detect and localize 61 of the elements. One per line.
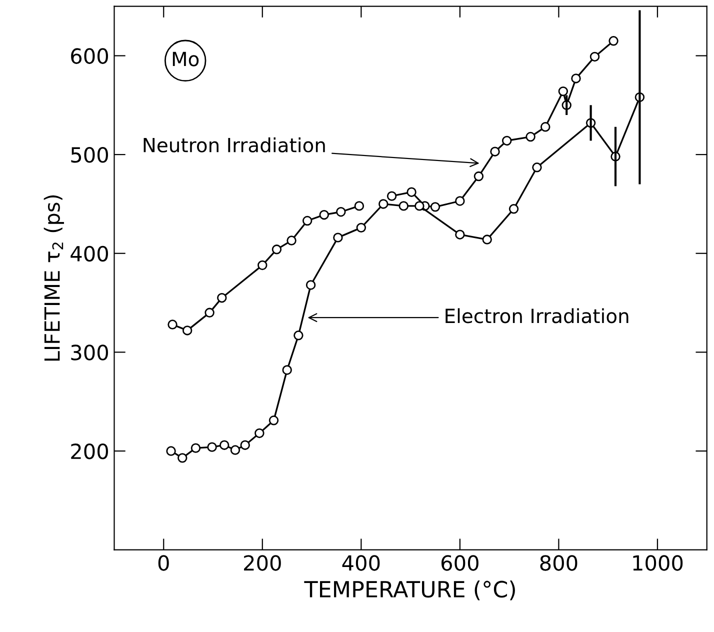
point: [526, 132, 536, 142]
point: [406, 187, 416, 197]
point: [268, 416, 279, 426]
point: [558, 86, 568, 96]
point: [608, 36, 618, 46]
point: [166, 446, 176, 456]
point: [182, 326, 192, 336]
point: [302, 216, 312, 226]
y-tick-label: 300: [71, 344, 108, 360]
x-tick-label: 1000: [633, 555, 683, 571]
y-tick-label: 400: [70, 246, 108, 262]
point: [482, 234, 492, 244]
point: [430, 202, 440, 212]
point: [455, 230, 465, 240]
point: [190, 443, 201, 453]
point: [455, 196, 465, 206]
point: [354, 201, 364, 211]
point: [414, 201, 424, 211]
point: [272, 244, 282, 254]
point: [474, 171, 484, 182]
point: [356, 222, 366, 233]
point: [217, 292, 227, 303]
point: [508, 204, 519, 214]
point: [502, 136, 512, 146]
point: [333, 232, 343, 242]
annotation: Electron Irradiation: [446, 308, 628, 324]
x-tick-label: 400: [342, 555, 380, 571]
point: [258, 260, 268, 270]
x-tick-label: 800: [540, 555, 578, 571]
x-tick-label: 200: [244, 555, 281, 571]
annotation: Mo: [172, 52, 199, 66]
point: [178, 453, 188, 463]
point: [532, 162, 542, 172]
point: [490, 146, 500, 156]
annotation: Neutron Irradiation: [144, 137, 325, 152]
point: [590, 52, 600, 62]
point: [398, 201, 408, 211]
y-tick-label: 200: [71, 443, 108, 460]
point: [336, 207, 346, 217]
point: [319, 210, 329, 220]
point: [204, 308, 214, 318]
point: [540, 122, 550, 132]
point: [294, 330, 304, 340]
y-tick-label: 500: [71, 147, 108, 163]
y-tick-label: 600: [71, 48, 108, 64]
point: [282, 365, 292, 375]
x-tick-label: 0: [158, 555, 169, 571]
x-tick-label: 600: [442, 555, 478, 571]
y-axis-title: LIFETIME τ$_{2}$ (ps): [44, 195, 64, 361]
point: [306, 280, 316, 290]
point: [207, 442, 217, 452]
point: [168, 320, 178, 330]
point: [386, 191, 397, 201]
point: [254, 428, 264, 438]
point: [571, 74, 581, 84]
point: [378, 199, 388, 209]
x-axis-title: TEMPERATURE (°C): [304, 580, 515, 600]
point: [230, 445, 240, 455]
point: [220, 440, 230, 450]
point: [240, 440, 250, 450]
point: [286, 236, 296, 246]
